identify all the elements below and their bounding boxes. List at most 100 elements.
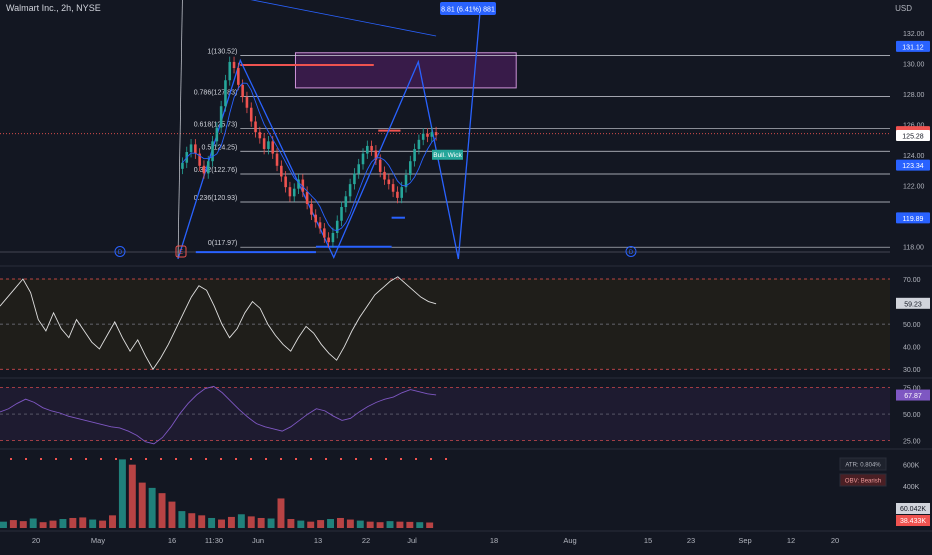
candle-body: [374, 150, 378, 160]
volume-bar: [287, 519, 295, 528]
currency-label: USD: [895, 4, 912, 13]
guide-line: [250, 0, 437, 37]
signal-dot: [10, 458, 12, 460]
candle-body: [198, 153, 201, 166]
volume-bar: [297, 520, 305, 528]
signal-dot: [235, 458, 237, 460]
candle-body: [310, 203, 313, 215]
x-axis-label: 13: [314, 536, 322, 545]
candle-body: [254, 121, 257, 133]
price-tick-label: 126.00: [903, 123, 925, 130]
fib-level-label: 0(117.97): [208, 240, 237, 247]
candle-body: [284, 176, 287, 188]
signal-dot: [70, 458, 72, 460]
x-axis-label: 18: [490, 536, 498, 545]
price-tag: [896, 130, 930, 142]
candle-body: [318, 222, 322, 229]
x-axis-label: Sep: [738, 536, 751, 545]
x-axis-label: 16: [168, 536, 176, 545]
candle-body: [275, 153, 279, 166]
signal-dot: [355, 458, 357, 460]
rsi-tick-label: 40.00: [903, 345, 921, 352]
candle-body: [314, 214, 318, 223]
candle-body: [249, 107, 253, 122]
event-marker: [175, 245, 187, 258]
candle-body: [421, 133, 425, 140]
moving-average-line: [182, 82, 437, 232]
osc-tick-label: 75.00: [903, 385, 921, 392]
signal-dot: [130, 458, 132, 460]
volume-bar: [356, 520, 364, 528]
signal-dot: [25, 458, 27, 460]
candle-body: [344, 196, 348, 208]
candle-body: [366, 145, 369, 154]
x-axis-label: 20: [32, 536, 40, 545]
bull-wick-label-box: [432, 149, 463, 160]
candle-body: [241, 84, 244, 98]
volume-bar: [267, 518, 275, 528]
candle-body: [202, 165, 206, 174]
volume-bar: [386, 521, 394, 528]
event-marker-label: D: [118, 250, 123, 256]
fib-level-label: 0.236(120.93): [194, 195, 238, 202]
candle-body: [267, 141, 270, 149]
candle-body: [417, 139, 421, 149]
oscillator-line: [0, 385, 437, 445]
volume-bar: [198, 515, 206, 528]
volume-bar: [148, 487, 156, 528]
measure-label-box: [440, 2, 496, 15]
candle-body: [301, 179, 305, 192]
signal-dot: [100, 458, 102, 460]
volume-bar: [168, 501, 176, 528]
signal-dot: [370, 458, 372, 460]
rsi-last-tag: [896, 297, 930, 309]
candle-body: [335, 220, 339, 233]
measure-label: 8.81 (6.41%) 881: [441, 7, 495, 14]
volume-bar: [178, 511, 186, 528]
event-marker-label: E: [179, 250, 183, 256]
candle-body: [434, 132, 438, 136]
candle-body: [396, 191, 399, 198]
candle-body: [181, 162, 184, 169]
signal-dot: [175, 458, 177, 460]
signal-dot: [190, 458, 192, 460]
chart-title: Walmart Inc., 2h, NYSE: [6, 3, 101, 13]
candle-body: [331, 232, 335, 243]
candle-body: [305, 191, 309, 204]
candle-body: [370, 145, 373, 151]
candle-body: [194, 144, 197, 154]
fib-level-label: 0.786(127.83): [194, 90, 238, 97]
volume-bar: [327, 519, 335, 528]
x-axis-label: Jul: [407, 536, 417, 545]
volume-bar: [227, 516, 235, 528]
volume-bar: [346, 519, 354, 528]
signal-dot: [325, 458, 327, 460]
volume-bar: [307, 521, 315, 528]
info-box-label: ATR: 0.804%: [845, 463, 881, 469]
volume-bar: [158, 493, 166, 528]
price-tick-label: 122.00: [903, 184, 925, 191]
price-tag: [896, 212, 930, 224]
volume-bar: [79, 517, 87, 528]
volume-bar: [39, 522, 47, 528]
x-axis-label: Aug: [563, 536, 576, 545]
candle-body: [340, 207, 343, 221]
signal-dot: [205, 458, 207, 460]
supply-zone: [294, 52, 517, 89]
price-tick-label: 130.00: [903, 61, 925, 68]
volume-bar: [396, 521, 404, 528]
candle-body: [297, 179, 300, 189]
fib-level-label: 0.5(124.25): [201, 144, 237, 151]
candle-body: [262, 138, 266, 149]
candle-body: [323, 228, 326, 238]
volume-bar: [0, 521, 7, 528]
candle-body: [387, 179, 391, 185]
fib-level-label: 1(130.52): [207, 49, 237, 56]
candle-body: [391, 184, 395, 192]
x-axis-label: 22: [362, 536, 370, 545]
price-tag-label: 123.34: [902, 163, 924, 170]
volume-bar: [19, 521, 27, 528]
candle-body: [211, 141, 214, 162]
candle-body: [426, 133, 429, 137]
